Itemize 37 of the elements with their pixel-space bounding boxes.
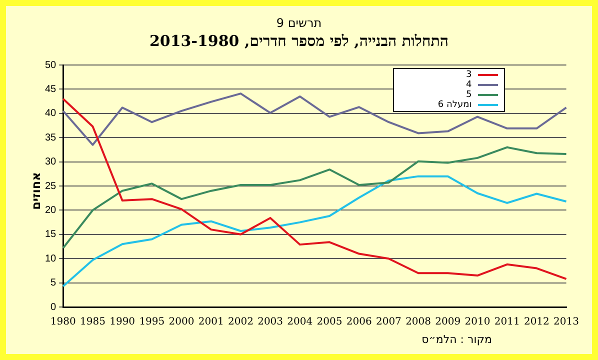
x-tick-label: 2007	[376, 316, 402, 328]
y-tick-label: 5	[50, 278, 57, 289]
y-axis-title: אחוזים	[29, 172, 43, 210]
legend-label: 4	[466, 80, 472, 90]
x-tick-label: 2001	[198, 316, 224, 328]
chart-title: התחלות הבנייה, לפי מספר חדרים, 2013-1980	[148, 32, 450, 51]
y-tick-label: 50	[45, 60, 57, 71]
text: מקור : הלמ״ס	[422, 333, 492, 346]
y-tick-label: 20	[45, 204, 57, 216]
x-tick-label: 1985	[80, 316, 106, 328]
y-tick-label: 30	[45, 156, 57, 168]
legend-label: 5	[466, 90, 472, 100]
y-tick-label: 15	[45, 229, 57, 240]
y-tick-label: 35	[45, 132, 57, 144]
x-tick-label: 2004	[287, 316, 313, 328]
x-tick-label: 2005	[316, 316, 342, 328]
x-tick-label: 2011	[494, 316, 520, 328]
x-tick-label: 2006	[346, 316, 372, 328]
x-tick-label: 2013	[554, 316, 579, 328]
x-tick-label: 1995	[139, 316, 165, 328]
x-tick-label: 1980	[50, 316, 76, 328]
x-tick-label: 2003	[258, 316, 284, 328]
x-tick-label: 1990	[110, 316, 136, 328]
chart-subtitle: תרשים 9	[275, 16, 323, 30]
y-tick-label: 10	[45, 253, 57, 264]
y-tick-label: 0	[50, 302, 57, 313]
x-tick-label: 2008	[406, 316, 432, 328]
legend-label: 6 ומעלה	[438, 100, 472, 110]
x-tick-label: 2012	[524, 316, 550, 328]
x-tick-label: 2009	[435, 316, 461, 328]
y-tick-label: 40	[45, 108, 57, 120]
y-tick-label: 45	[45, 84, 57, 95]
y-tick-label: 25	[45, 180, 57, 192]
x-tick-label: 2010	[464, 316, 490, 328]
x-tick-label: 2000	[168, 316, 194, 328]
x-tick-label: 2002	[228, 316, 254, 328]
legend-label: 3	[466, 70, 472, 80]
